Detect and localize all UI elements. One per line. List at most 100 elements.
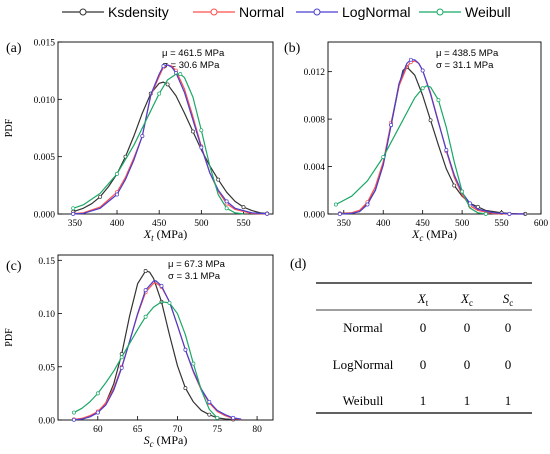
data-point-weibull [119, 355, 124, 360]
table-cell: 0 [505, 320, 512, 335]
x-tick-label: 75 [213, 425, 223, 435]
table-cell: 0 [420, 357, 427, 372]
y-tick-label: 0.008 [304, 116, 326, 126]
data-point-ksdensity [241, 205, 246, 210]
table-cell: 0 [464, 357, 471, 372]
legend-marker-lognormal [313, 8, 321, 16]
series-ksdensity [71, 81, 270, 216]
y-tick-label: 0.010 [34, 96, 56, 106]
data-point-weibull [95, 391, 100, 396]
series-normal [71, 282, 242, 422]
legend-label-weibull: Weibull [465, 4, 511, 20]
data-point-lognormal [231, 415, 236, 420]
data-point-lognormal [161, 64, 166, 69]
stats-annotation: σ = 31.1 MPa [436, 60, 494, 71]
data-point-weibull [157, 91, 162, 96]
series-lognormal [71, 64, 270, 216]
legend-item-lognormal: LogNormal [296, 4, 410, 20]
plot-frame-a [57, 41, 274, 215]
data-point-lognormal [71, 417, 76, 422]
y-axis-label: PDF [4, 118, 15, 137]
data-point-weibull [71, 410, 76, 415]
data-point-lognormal [183, 347, 188, 352]
data-point-lognormal [71, 211, 76, 216]
data-point-lognormal [337, 211, 342, 216]
table-row-label-lognormal: LogNormal [333, 357, 394, 372]
series-line-lognormal [339, 59, 526, 215]
data-point-lognormal [389, 123, 394, 127]
series-line-ksdensity [73, 270, 242, 421]
data-point-ksdensity [475, 204, 480, 209]
chart-panel-c: (c) 60 65 70 75 80 0.00 0.05 0.10 0.15 PDF Sc (MPa)… [4, 254, 274, 449]
series-line-weibull [335, 85, 486, 215]
y-tick-label: 0.000 [34, 211, 56, 221]
series-weibull [333, 85, 488, 216]
data-point-lognormal [207, 399, 212, 404]
series-line-normal [73, 282, 242, 421]
series-weibull [71, 72, 244, 215]
data-point-lognormal [119, 365, 124, 370]
table-cell: 1 [505, 393, 512, 408]
chart-panel-a: (a) 350 400 450 500 550 0.000 0.005 0.010 0.015 PD… [4, 39, 274, 243]
data-point-ksdensity [452, 183, 457, 188]
panel-letter-b: (b) [284, 41, 301, 56]
y-tick-label: 0.004 [304, 163, 326, 173]
stats-annotation: σ = 30.6 MPa [162, 60, 220, 71]
data-point-ksdensity [428, 118, 433, 123]
table-cell: 0 [505, 357, 512, 372]
data-point-weibull [167, 300, 172, 305]
data-point-weibull [178, 72, 183, 77]
legend-label-lognormal: LogNormal [342, 4, 410, 20]
data-point-lognormal [507, 211, 512, 216]
data-point-ksdensity [216, 177, 221, 182]
x-tick-label: 550 [236, 219, 251, 229]
table-header-sc: Sc [503, 291, 514, 308]
data-point-ksdensity [183, 386, 188, 391]
data-point-lognormal [408, 57, 413, 62]
data-point-weibull [381, 155, 386, 160]
legend-label-normal: Normal [239, 4, 284, 20]
series-line-ksdensity [72, 81, 268, 215]
panel-letter-d: (d) [290, 257, 307, 272]
table-row-label-weibull: Weibull [343, 393, 384, 408]
series-line-weibull [73, 301, 218, 419]
plot-frame-c [57, 254, 274, 421]
x-tick-label: 60 [93, 425, 103, 435]
series-line-normal [339, 60, 526, 215]
series-line-ksdensity [339, 66, 526, 215]
series-weibull [71, 300, 220, 420]
series-lognormal [337, 57, 526, 216]
legend-item-weibull: Weibull [419, 4, 511, 20]
data-point-lognormal [365, 202, 370, 207]
legend: Ksdensity Normal LogNormal Weibull [62, 4, 511, 20]
data-point-lognormal [420, 68, 425, 73]
data-point-weibull [199, 128, 204, 133]
x-axis-label: Xt (MPa) [143, 227, 188, 243]
panel-letter-c: (c) [6, 259, 22, 274]
legend-marker-weibull [436, 8, 444, 16]
table-panel-d: (d) Xt Xc Sc Normal 0 0 0 LogNormal 0 0 … [290, 257, 532, 414]
data-point-weibull [483, 211, 488, 216]
stats-annotation: μ = 461.5 MPa [162, 48, 225, 59]
x-tick-label: 70 [173, 425, 183, 435]
x-axis-label: Xc (MPa) [411, 227, 457, 243]
chart-panel-b: (b) 350 400 450 500 550 600 0.000 0.004 0.008 0.01… [284, 41, 548, 243]
x-tick-label: 400 [376, 219, 391, 229]
table-row: Weibull 1 1 1 [343, 393, 512, 408]
data-point-weibull [71, 206, 76, 211]
panel-letter-a: (a) [6, 41, 22, 56]
series-normal [337, 60, 526, 216]
data-point-ksdensity [165, 82, 170, 87]
data-point-lognormal [115, 192, 119, 197]
stats-annotation: μ = 67.3 MPa [168, 259, 226, 270]
table-row: LogNormal 0 0 0 [333, 357, 512, 372]
series-line-lognormal [73, 64, 268, 215]
data-point-lognormal [159, 283, 164, 288]
x-tick-label: 350 [337, 219, 352, 229]
data-point-lognormal [140, 134, 145, 138]
x-tick-label: 500 [455, 219, 470, 229]
table-cell: 0 [420, 320, 427, 335]
data-point-lognormal [444, 147, 449, 152]
y-tick-label: 0.005 [34, 153, 56, 163]
